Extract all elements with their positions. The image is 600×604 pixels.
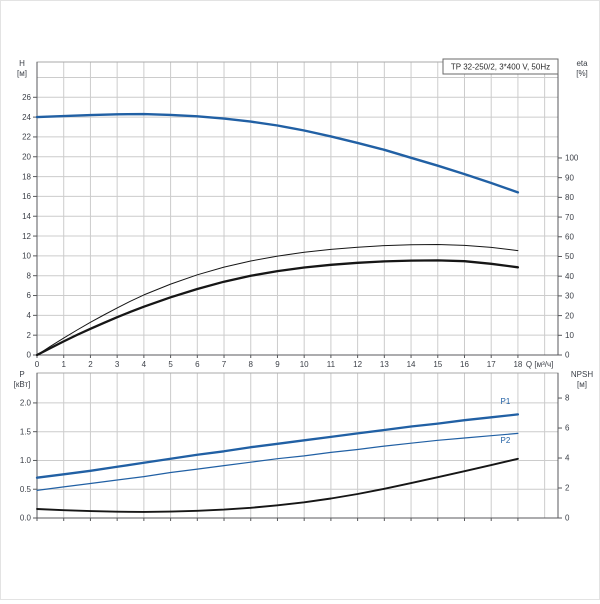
svg-text:P: P bbox=[19, 370, 24, 379]
x-tick-label: 15 bbox=[433, 360, 442, 369]
x-tick-label: 1 bbox=[61, 360, 66, 369]
right-tick-label: 80 bbox=[565, 193, 574, 202]
right-tick-label: 8 bbox=[565, 394, 570, 403]
x-tick-label: 9 bbox=[275, 360, 280, 369]
left-tick-label: 1.5 bbox=[20, 427, 32, 436]
left-tick-label: 4 bbox=[27, 311, 32, 320]
x-tick-label: 13 bbox=[380, 360, 389, 369]
left-tick-label: 10 bbox=[22, 252, 31, 261]
x-tick-label: 3 bbox=[115, 360, 120, 369]
x-tick-label: 2 bbox=[88, 360, 93, 369]
head-efficiency-chart: 0246810121416182022242601020304050607080… bbox=[17, 58, 588, 369]
left-tick-label: 8 bbox=[27, 271, 32, 280]
left-tick-label: 20 bbox=[22, 152, 31, 161]
x-axis-title: Q [м³/ч] bbox=[526, 360, 553, 369]
curve-label-p1: P1 bbox=[501, 397, 511, 406]
pump-title: TP 32-250/2, 3*400 V, 50Hz bbox=[451, 63, 550, 72]
right-tick-label: 100 bbox=[565, 154, 579, 163]
curve-label-p2: P2 bbox=[501, 436, 511, 445]
x-tick-label: 6 bbox=[195, 360, 200, 369]
x-tick-label: 4 bbox=[142, 360, 147, 369]
power-p1-curve bbox=[35, 413, 520, 479]
left-tick-label: 0.5 bbox=[20, 485, 32, 494]
left-tick-label: 26 bbox=[22, 93, 31, 102]
right-axis: 0 2 4 6 8 bbox=[558, 394, 570, 523]
left-axis-title: P[кВт] bbox=[14, 370, 31, 389]
right-tick-label: 0 bbox=[565, 514, 570, 523]
plot-border bbox=[36, 61, 559, 356]
left-axis-title: H[м] bbox=[17, 59, 27, 78]
right-tick-label: 2 bbox=[565, 484, 570, 493]
x-tick-label: 11 bbox=[327, 360, 336, 369]
left-axis: 0.0 0.5 1.0 1.5 2.0 bbox=[20, 399, 37, 523]
right-tick-label: 30 bbox=[565, 292, 574, 301]
x-tick-label: 7 bbox=[222, 360, 227, 369]
right-axis-title: NPSH[м] bbox=[571, 370, 593, 389]
head-curve bbox=[35, 112, 520, 194]
left-tick-label: 18 bbox=[22, 172, 31, 181]
x-tick-label: 17 bbox=[487, 360, 496, 369]
svg-text:[м]: [м] bbox=[577, 380, 587, 389]
left-tick-label: 14 bbox=[22, 212, 31, 221]
x-tick-label: 18 bbox=[513, 360, 522, 369]
power-npsh-chart: 0.0 0.5 1.0 1.5 2.0 0 2 4 6 8 P[кВт] NPSH[м] P1 P2 bbox=[14, 370, 594, 523]
right-axis: 0 10 20 30 40 50 60 70 80 90 100 bbox=[558, 154, 579, 360]
left-tick-label: 2 bbox=[27, 331, 32, 340]
right-tick-label: 10 bbox=[565, 331, 574, 340]
npsh-curve bbox=[36, 457, 519, 513]
left-tick-label: 16 bbox=[22, 192, 31, 201]
left-tick-label: 24 bbox=[22, 113, 31, 122]
x-tick-label: 0 bbox=[35, 360, 40, 369]
right-tick-label: 50 bbox=[565, 252, 574, 261]
plot-border bbox=[36, 372, 559, 519]
left-tick-label: 12 bbox=[22, 232, 31, 241]
svg-text:NPSH: NPSH bbox=[571, 370, 593, 379]
right-tick-label: 70 bbox=[565, 213, 574, 222]
right-tick-label: 20 bbox=[565, 311, 574, 320]
left-tick-label: 0.0 bbox=[20, 514, 32, 523]
svg-text:[%]: [%] bbox=[576, 69, 588, 78]
efficiency-pump-motor-curve bbox=[35, 259, 520, 357]
svg-text:H: H bbox=[19, 59, 25, 68]
svg-text:[кВт]: [кВт] bbox=[14, 380, 31, 389]
right-tick-label: 0 bbox=[565, 351, 570, 360]
right-tick-label: 60 bbox=[565, 232, 574, 241]
right-tick-label: 4 bbox=[565, 454, 570, 463]
right-axis-title: eta[%] bbox=[576, 59, 588, 78]
x-tick-label: 16 bbox=[460, 360, 469, 369]
power-p2-curve bbox=[36, 432, 519, 491]
efficiency-pump-curve bbox=[36, 244, 519, 356]
grid-lines bbox=[37, 373, 558, 518]
left-tick-label: 2.0 bbox=[20, 399, 32, 408]
svg-text:[м]: [м] bbox=[17, 69, 27, 78]
x-tick-label: 10 bbox=[300, 360, 309, 369]
left-tick-label: 6 bbox=[27, 291, 32, 300]
x-tick-label: 5 bbox=[168, 360, 173, 369]
svg-text:eta: eta bbox=[576, 59, 588, 68]
right-tick-label: 90 bbox=[565, 173, 574, 182]
left-tick-label: 22 bbox=[22, 133, 31, 142]
x-axis bbox=[36, 518, 519, 521]
pump-title-box bbox=[442, 58, 559, 75]
grid-lines bbox=[37, 62, 558, 355]
x-axis: 0 1 2 3 4 5 6 7 8 9 10 11 12 13 14 15 16 17 18 Q [м³/ч] bbox=[35, 355, 553, 369]
right-tick-label: 40 bbox=[565, 272, 574, 281]
right-tick-label: 6 bbox=[565, 424, 570, 433]
left-tick-label: 0 bbox=[27, 351, 32, 360]
left-tick-label: 1.0 bbox=[20, 456, 32, 465]
x-tick-label: 12 bbox=[353, 360, 362, 369]
x-tick-label: 8 bbox=[249, 360, 254, 369]
x-tick-label: 14 bbox=[407, 360, 416, 369]
